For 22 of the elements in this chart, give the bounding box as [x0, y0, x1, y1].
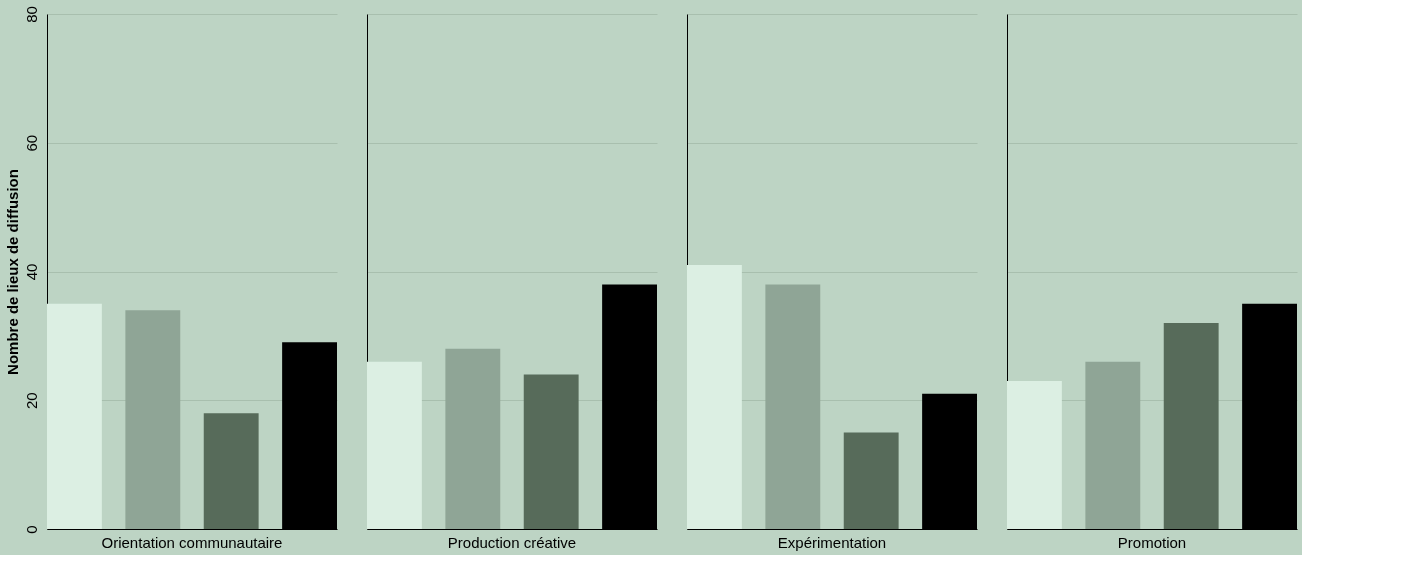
- bar: [523, 374, 579, 529]
- bar: [765, 284, 821, 529]
- bar: [445, 348, 501, 529]
- bar: [203, 413, 259, 529]
- bar: [687, 265, 742, 529]
- y-tick-label: 0: [22, 525, 40, 534]
- y-tick-label: 20: [22, 392, 40, 410]
- x-tick-label: Promotion: [1117, 533, 1187, 551]
- x-tick-label: Expérimentation: [777, 533, 887, 551]
- bar: [1007, 380, 1062, 529]
- y-tick-label: 80: [22, 6, 40, 23]
- bar: [1163, 323, 1219, 529]
- y-tick-label: 40: [22, 263, 40, 281]
- x-tick-label: Orientation communautaire: [101, 533, 283, 551]
- bar: [125, 310, 181, 529]
- bar: [843, 432, 899, 529]
- bar: [367, 361, 422, 529]
- x-tick-label: Production créative: [447, 533, 577, 551]
- bar: [47, 303, 102, 529]
- y-axis-title: Nombre de lieux de diffusion: [3, 169, 21, 375]
- y-tick-label: 60: [22, 134, 40, 152]
- bar: [1085, 361, 1141, 529]
